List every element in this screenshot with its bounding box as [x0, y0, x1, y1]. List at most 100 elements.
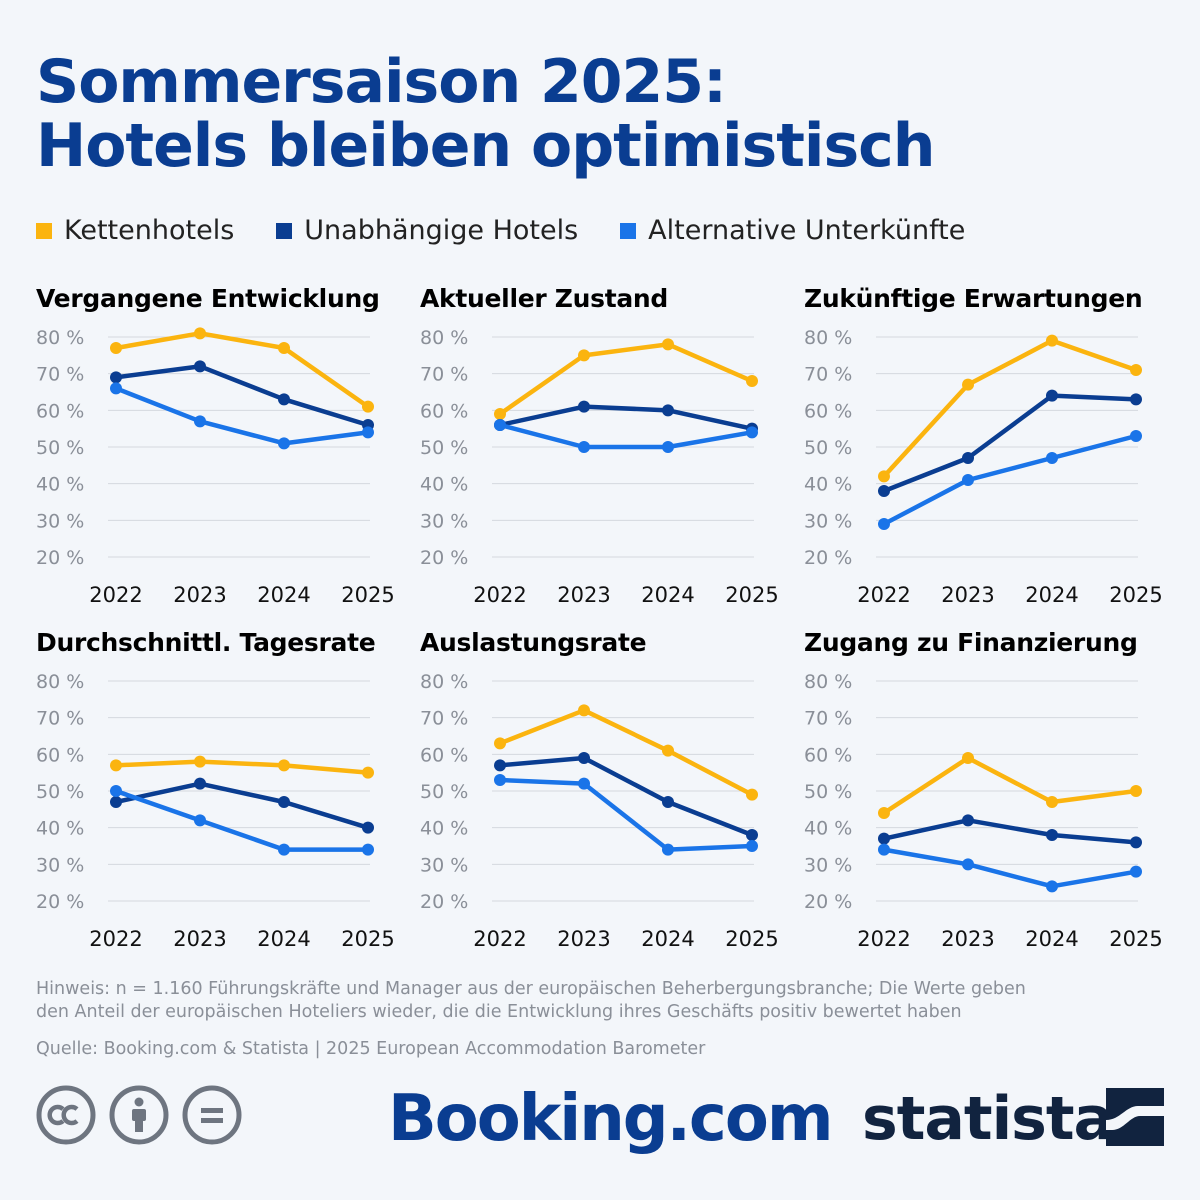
- data-point: [962, 814, 974, 827]
- x-tick-label: 2025: [1109, 927, 1162, 951]
- y-tick-label: 80 %: [804, 327, 852, 349]
- y-tick-label: 30 %: [420, 854, 468, 876]
- series-line: [881, 847, 1139, 889]
- x-tick-label: 2022: [857, 927, 910, 951]
- data-point: [1046, 880, 1058, 893]
- data-point: [1046, 829, 1058, 841]
- data-point: [494, 408, 506, 420]
- data-point: [278, 437, 290, 450]
- y-tick-label: 50 %: [420, 781, 468, 803]
- data-point: [1130, 393, 1142, 406]
- legend-label-kettenhotels: Kettenhotels: [64, 215, 235, 246]
- y-tick-label: 30 %: [36, 854, 84, 876]
- chart-svg: 80 % 70 % 60 % 50 % 40 % 30 % 20 %2022 2023 2024…: [36, 671, 395, 951]
- y-tick-label: 40 %: [804, 474, 852, 496]
- x-tick-label: 2023: [557, 583, 610, 607]
- y-tick-label: 40 %: [804, 818, 852, 840]
- data-point: [362, 400, 374, 413]
- x-tick-label: 2025: [725, 583, 778, 607]
- no-derivatives-icon[interactable]: [182, 1085, 242, 1145]
- chart-panel-durchschnittl-tagesrate: Durchschnittl. Tagesrate 80 % 70 % 60 % 50 …: [36, 628, 416, 958]
- y-tick-label: 20 %: [804, 891, 852, 913]
- data-point: [578, 400, 590, 413]
- x-tick-label: 2022: [473, 583, 526, 607]
- series-line: [497, 342, 755, 417]
- series-line: [497, 422, 755, 450]
- legend-label-unabhaengige-hotels: Unabhängige Hotels: [304, 215, 579, 246]
- data-point: [878, 843, 890, 856]
- data-point: [278, 759, 290, 772]
- y-tick-label: 20 %: [420, 891, 468, 913]
- x-tick-label: 2023: [173, 927, 226, 951]
- data-point: [110, 342, 122, 354]
- legend-swatch-unabhaengige-hotels: [276, 222, 293, 239]
- y-tick-label: 30 %: [420, 510, 468, 532]
- chart-title: Auslastungsrate: [420, 628, 647, 657]
- series-line: [113, 364, 371, 428]
- data-point: [194, 327, 206, 340]
- data-point: [578, 704, 590, 717]
- x-tick-label: 2022: [89, 927, 142, 951]
- cc-icon[interactable]: [36, 1085, 96, 1145]
- data-point: [746, 426, 758, 439]
- y-tick-label: 50 %: [804, 781, 852, 803]
- data-point: [746, 829, 758, 841]
- data-point: [110, 371, 122, 384]
- x-tick-label: 2024: [1025, 583, 1078, 607]
- data-point: [746, 375, 758, 387]
- data-point: [494, 737, 506, 750]
- series-line: [497, 708, 755, 797]
- data-point: [494, 774, 506, 786]
- booking-logo[interactable]: Booking.com: [388, 1082, 833, 1156]
- data-point: [362, 766, 374, 779]
- data-point: [878, 807, 890, 819]
- data-point: [194, 755, 206, 768]
- y-tick-label: 30 %: [36, 510, 84, 532]
- data-point: [1130, 364, 1142, 376]
- x-tick-label: 2025: [1109, 583, 1162, 607]
- chart-title: Durchschnittl. Tagesrate: [36, 628, 376, 657]
- series-line: [113, 788, 371, 852]
- x-tick-label: 2022: [473, 927, 526, 951]
- data-point: [962, 452, 974, 464]
- data-point: [194, 777, 206, 790]
- data-point: [962, 474, 974, 486]
- chart-panel-vergangene-entwicklung: Vergangene Entwicklung 80 % 70 % 60 % 50 % 4…: [36, 284, 416, 614]
- data-point: [662, 441, 674, 453]
- statista-logo[interactable]: statista: [862, 1084, 1114, 1154]
- data-point: [662, 338, 674, 351]
- data-point: [110, 796, 122, 808]
- y-tick-label: 70 %: [804, 708, 852, 730]
- data-point: [1130, 785, 1142, 797]
- y-tick-label: 40 %: [420, 474, 468, 496]
- data-point: [878, 518, 890, 530]
- x-tick-label: 2025: [341, 583, 394, 607]
- y-tick-label: 70 %: [420, 708, 468, 730]
- series-line: [113, 386, 371, 446]
- data-point: [962, 752, 974, 764]
- data-point: [362, 426, 374, 439]
- x-tick-label: 2024: [1025, 927, 1078, 951]
- data-point: [878, 485, 890, 497]
- legend: Kettenhotels Unabhängige Hotels Alternat…: [36, 215, 1007, 246]
- y-tick-label: 20 %: [36, 891, 84, 913]
- data-point: [494, 759, 506, 772]
- y-tick-label: 70 %: [804, 364, 852, 386]
- chart-svg: 80 % 70 % 60 % 50 % 40 % 30 % 20 %2022 2023 2024…: [804, 327, 1163, 607]
- data-point: [962, 858, 974, 871]
- data-point: [662, 744, 674, 757]
- series-line: [881, 818, 1139, 845]
- x-tick-label: 2024: [641, 583, 694, 607]
- y-tick-label: 60 %: [36, 744, 84, 766]
- x-tick-label: 2024: [641, 927, 694, 951]
- footnote-line-2: den Anteil der europäischen Hoteliers wi…: [36, 1002, 962, 1022]
- page-title: Sommersaison 2025: Hotels bleiben optimi…: [36, 50, 935, 178]
- chart-svg: 80 % 70 % 60 % 50 % 40 % 30 % 20 %2022 2023 2024…: [420, 327, 779, 607]
- chart-title: Vergangene Entwicklung: [36, 284, 380, 313]
- y-tick-label: 60 %: [420, 744, 468, 766]
- attribution-icon[interactable]: [109, 1085, 169, 1145]
- x-tick-label: 2022: [89, 583, 142, 607]
- series-line: [113, 781, 371, 830]
- y-tick-label: 80 %: [420, 671, 468, 693]
- y-tick-label: 50 %: [420, 437, 468, 459]
